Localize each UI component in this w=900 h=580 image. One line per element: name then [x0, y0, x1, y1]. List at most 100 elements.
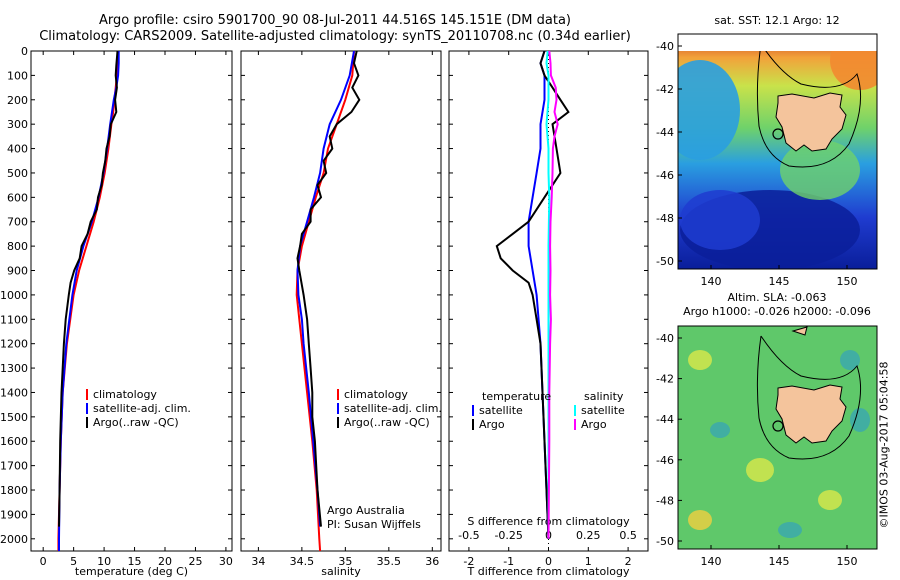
field-patch [830, 51, 877, 90]
map-frame [677, 325, 878, 550]
sst-map [678, 51, 877, 269]
y-tick-label: 0 [21, 45, 28, 58]
profile-panel-1: 0100200300400500600700800900100011001200… [0, 45, 233, 578]
map-y-tick-label: -50 [656, 535, 674, 548]
x2-tick-label: -0.25 [494, 529, 522, 542]
map-frame [677, 33, 878, 270]
map-y-tick-label: -46 [656, 169, 674, 182]
y-tick-label: 800 [7, 240, 28, 253]
x-axis-label: temperature (deg C) [75, 565, 188, 578]
field-patch [778, 522, 802, 538]
y-tick-label: 1600 [0, 435, 28, 448]
map-y-tick-label: -42 [656, 83, 674, 96]
field-patch [680, 190, 760, 250]
y-tick-label: 1800 [0, 484, 28, 497]
shelf-contour [756, 51, 862, 168]
y-tick-label: 700 [7, 216, 28, 229]
x-tick-label: 0 [40, 555, 47, 568]
map-y-tick-label: -42 [656, 373, 674, 386]
map-x-tick-label: 145 [769, 275, 790, 288]
y-tick-label: 1100 [0, 313, 28, 326]
y-tick-label: 900 [7, 265, 28, 278]
map-y-tick-label: -46 [656, 454, 674, 467]
chart-title-line2: Climatology: CARS2009. Satellite-adjuste… [39, 29, 631, 44]
field-patch [710, 422, 730, 438]
timestamp-stamp: ©IMOS 03-Aug-2017 05:04:58 [876, 330, 892, 560]
legend-label: climatology [344, 388, 408, 401]
series-line-argo-raw-qc- [58, 50, 119, 527]
map-bottom-title-1: Altim. SLA: -0.063 [727, 291, 826, 304]
x-tick-label: 35.5 [377, 555, 402, 568]
map-bottom-title-2: Argo h1000: -0.026 h2000: -0.096 [683, 305, 871, 318]
annotation-text: Argo Australia [327, 504, 405, 517]
y-tick-label: 100 [7, 69, 28, 82]
y-tick-label: 1000 [0, 289, 28, 302]
x-tick-label: 34.5 [290, 555, 315, 568]
field-patch [780, 140, 860, 200]
y-tick-label: 400 [7, 143, 28, 156]
y-tick-label: 1200 [0, 338, 28, 351]
tasmania-landmass [775, 92, 847, 152]
legend-label: satellite-adj. clim. [93, 402, 191, 415]
x-tick-label: 2 [625, 555, 632, 568]
legend-title: temperature [482, 390, 551, 403]
x2-tick-label: 0.5 [619, 529, 637, 542]
x2-tick-label: -0.5 [458, 529, 479, 542]
x-tick-label: 5 [70, 555, 77, 568]
x-tick-label: 35 [338, 555, 352, 568]
profile-panel-3: -2 -1 0 1 2T difference from climatology -0.5… [448, 50, 649, 578]
field-patch [818, 490, 842, 510]
legend-title: salinity [584, 390, 624, 403]
legend-label: climatology [93, 388, 157, 401]
field-patch [678, 60, 740, 160]
legend-label: Argo [479, 418, 505, 431]
x-tick-label: 20 [158, 555, 172, 568]
annotation-text: PI: Susan Wijffels [327, 518, 421, 531]
argo-float-marker [772, 420, 784, 432]
field-patch [850, 408, 870, 432]
x-axis-label: salinity [321, 565, 361, 578]
series-line-salinity-argo [547, 50, 559, 539]
map-x-tick-label: 140 [701, 555, 722, 568]
x-tick-label: 1 [585, 555, 592, 568]
y-tick-label: 600 [7, 191, 28, 204]
series-line-temperature-argo [495, 50, 570, 539]
map-y-tick-label: -44 [656, 413, 674, 426]
plot-frame [30, 50, 233, 552]
tasmania-landmass [775, 384, 847, 444]
map-x-tick-label: 140 [701, 275, 722, 288]
map-y-tick-label: -40 [656, 40, 674, 53]
timestamp-text: ©IMOS 03-Aug-2017 05:04:58 [877, 361, 891, 529]
map-y-tick-label: -44 [656, 126, 674, 139]
profile-panel-2: 34 34.5 35 35.5 36 salinity climatologysatelli… [240, 50, 442, 578]
y-tick-label: 1300 [0, 362, 28, 375]
field-patch [840, 350, 860, 370]
x-tick-label: 25 [188, 555, 202, 568]
plot-frame [240, 50, 442, 552]
x-tick-label: 30 [219, 555, 233, 568]
y-tick-label: 1900 [0, 508, 28, 521]
map-top-title: sat. SST: 12.1 Argo: 12 [714, 14, 839, 27]
x-tick-label: 15 [128, 555, 142, 568]
map-y-tick-label: -48 [656, 494, 674, 507]
legend-label: Argo [581, 418, 607, 431]
legend-label: satellite-adj. clim. [344, 402, 442, 415]
map-y-tick-label: -40 [656, 332, 674, 345]
map-x-tick-label: 150 [837, 555, 858, 568]
x-axis-label: T difference from climatology [467, 565, 630, 578]
x-tick-label: -2 [463, 555, 474, 568]
x-tick-label: 36 [425, 555, 439, 568]
x-tick-label: 34 [251, 555, 265, 568]
field-patch [746, 458, 774, 482]
series-line-argo-raw-qc- [296, 50, 361, 527]
series-line-satellite-adj-clim- [296, 50, 355, 527]
x-tick-label: 0 [545, 555, 552, 568]
field-patch [688, 510, 712, 530]
y-tick-label: 1400 [0, 386, 28, 399]
y-tick-label: 200 [7, 94, 28, 107]
shelf-contour [756, 335, 862, 460]
x2-tick-label: 0.25 [576, 529, 601, 542]
x-tick-label: 10 [97, 555, 111, 568]
legend-label: satellite [479, 404, 523, 417]
